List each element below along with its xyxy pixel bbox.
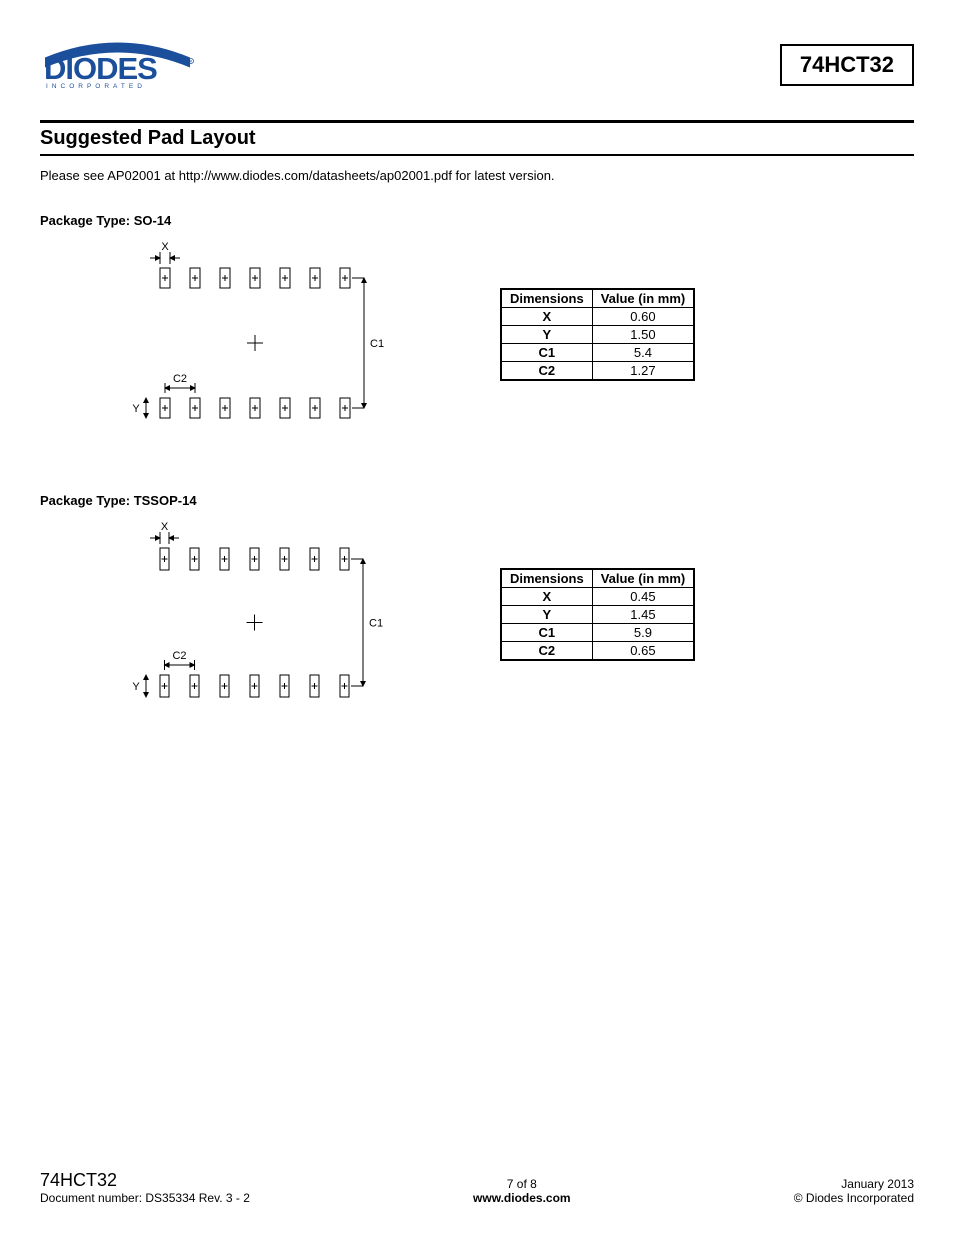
table-row: C20.65	[501, 642, 694, 661]
dim-name: C2	[501, 362, 592, 381]
svg-text:Y: Y	[132, 403, 140, 415]
dim-name: X	[501, 588, 592, 606]
svg-text:C2: C2	[173, 373, 187, 385]
dim-value: 5.4	[592, 344, 694, 362]
package-type-label: Package Type: SO-14	[40, 213, 914, 228]
pad-layout-diagram: X Y C1 C2	[130, 518, 389, 707]
table-row: C15.9	[501, 624, 694, 642]
section-note: Please see AP02001 at http://www.diodes.…	[40, 168, 914, 183]
package-type-label: Package Type: TSSOP-14	[40, 493, 914, 508]
footer-doc-number: Document number: DS35334 Rev. 3 - 2	[40, 1191, 250, 1205]
part-number-box: 74HCT32	[780, 44, 914, 86]
dim-name: X	[501, 308, 592, 326]
section-title: Suggested Pad Layout	[40, 127, 914, 156]
diagram-container: XYC1C2	[40, 238, 380, 433]
dim-value: 0.45	[592, 588, 694, 606]
svg-text:C1: C1	[370, 338, 384, 350]
header-rule	[40, 120, 914, 123]
dim-value: 0.65	[592, 642, 694, 661]
dim-name: Y	[501, 326, 592, 344]
svg-text:X: X	[161, 521, 169, 533]
part-number: 74HCT32	[800, 52, 894, 77]
svg-text:C1: C1	[369, 618, 383, 630]
svg-text:INCORPORATED: INCORPORATED	[46, 83, 146, 90]
dim-value: 1.45	[592, 606, 694, 624]
footer-date: January 2013	[794, 1177, 914, 1191]
dim-name: Y	[501, 606, 592, 624]
pad-layout-diagram: X Y C1 C2	[130, 238, 390, 428]
table-container: DimensionsValue (in mm)X0.45Y1.45C15.9C2…	[500, 518, 695, 661]
footer-part-number: 74HCT32	[40, 1170, 250, 1191]
footer-page: 7 of 8	[473, 1177, 571, 1191]
footer-copyright: © Diodes Incorporated	[794, 1191, 914, 1205]
table-header: Dimensions	[501, 289, 592, 308]
table-row: C21.27	[501, 362, 694, 381]
footer-right: January 2013 © Diodes Incorporated	[794, 1177, 914, 1205]
header: DIODES R INCORPORATED 74HCT32	[40, 40, 914, 90]
dim-name: C1	[501, 624, 592, 642]
dim-value: 5.9	[592, 624, 694, 642]
diodes-logo: DIODES R INCORPORATED	[40, 40, 195, 90]
dim-value: 0.60	[592, 308, 694, 326]
table-row: Y1.50	[501, 326, 694, 344]
table-container: DimensionsValue (in mm)X0.60Y1.50C15.4C2…	[500, 238, 695, 381]
table-row: X0.45	[501, 588, 694, 606]
svg-text:Y: Y	[132, 681, 140, 693]
table-header: Value (in mm)	[592, 289, 694, 308]
footer-left: 74HCT32 Document number: DS35334 Rev. 3 …	[40, 1170, 250, 1205]
table-row: Y1.45	[501, 606, 694, 624]
dimension-table: DimensionsValue (in mm)X0.45Y1.45C15.9C2…	[500, 568, 695, 661]
svg-text:X: X	[161, 241, 169, 253]
table-header: Dimensions	[501, 569, 592, 588]
dim-value: 1.27	[592, 362, 694, 381]
svg-text:C2: C2	[172, 650, 186, 662]
dim-name: C1	[501, 344, 592, 362]
diagram-container: X Y C1 C2	[40, 518, 380, 712]
table-header: Value (in mm)	[592, 569, 694, 588]
dimension-table: DimensionsValue (in mm)X0.60Y1.50C15.4C2…	[500, 288, 695, 381]
page-footer: 74HCT32 Document number: DS35334 Rev. 3 …	[40, 1170, 914, 1205]
dim-name: C2	[501, 642, 592, 661]
package-block: XYC1C2 DimensionsValue (in mm)X0.45Y1.45…	[40, 518, 914, 712]
table-row: X0.60	[501, 308, 694, 326]
table-row: C15.4	[501, 344, 694, 362]
dim-value: 1.50	[592, 326, 694, 344]
footer-url: www.diodes.com	[473, 1191, 571, 1205]
footer-center: 7 of 8 www.diodes.com	[473, 1177, 571, 1205]
package-block: XYC1C2 DimensionsValue (in mm)X0.60Y1.50…	[40, 238, 914, 433]
svg-text:DIODES: DIODES	[44, 51, 157, 86]
